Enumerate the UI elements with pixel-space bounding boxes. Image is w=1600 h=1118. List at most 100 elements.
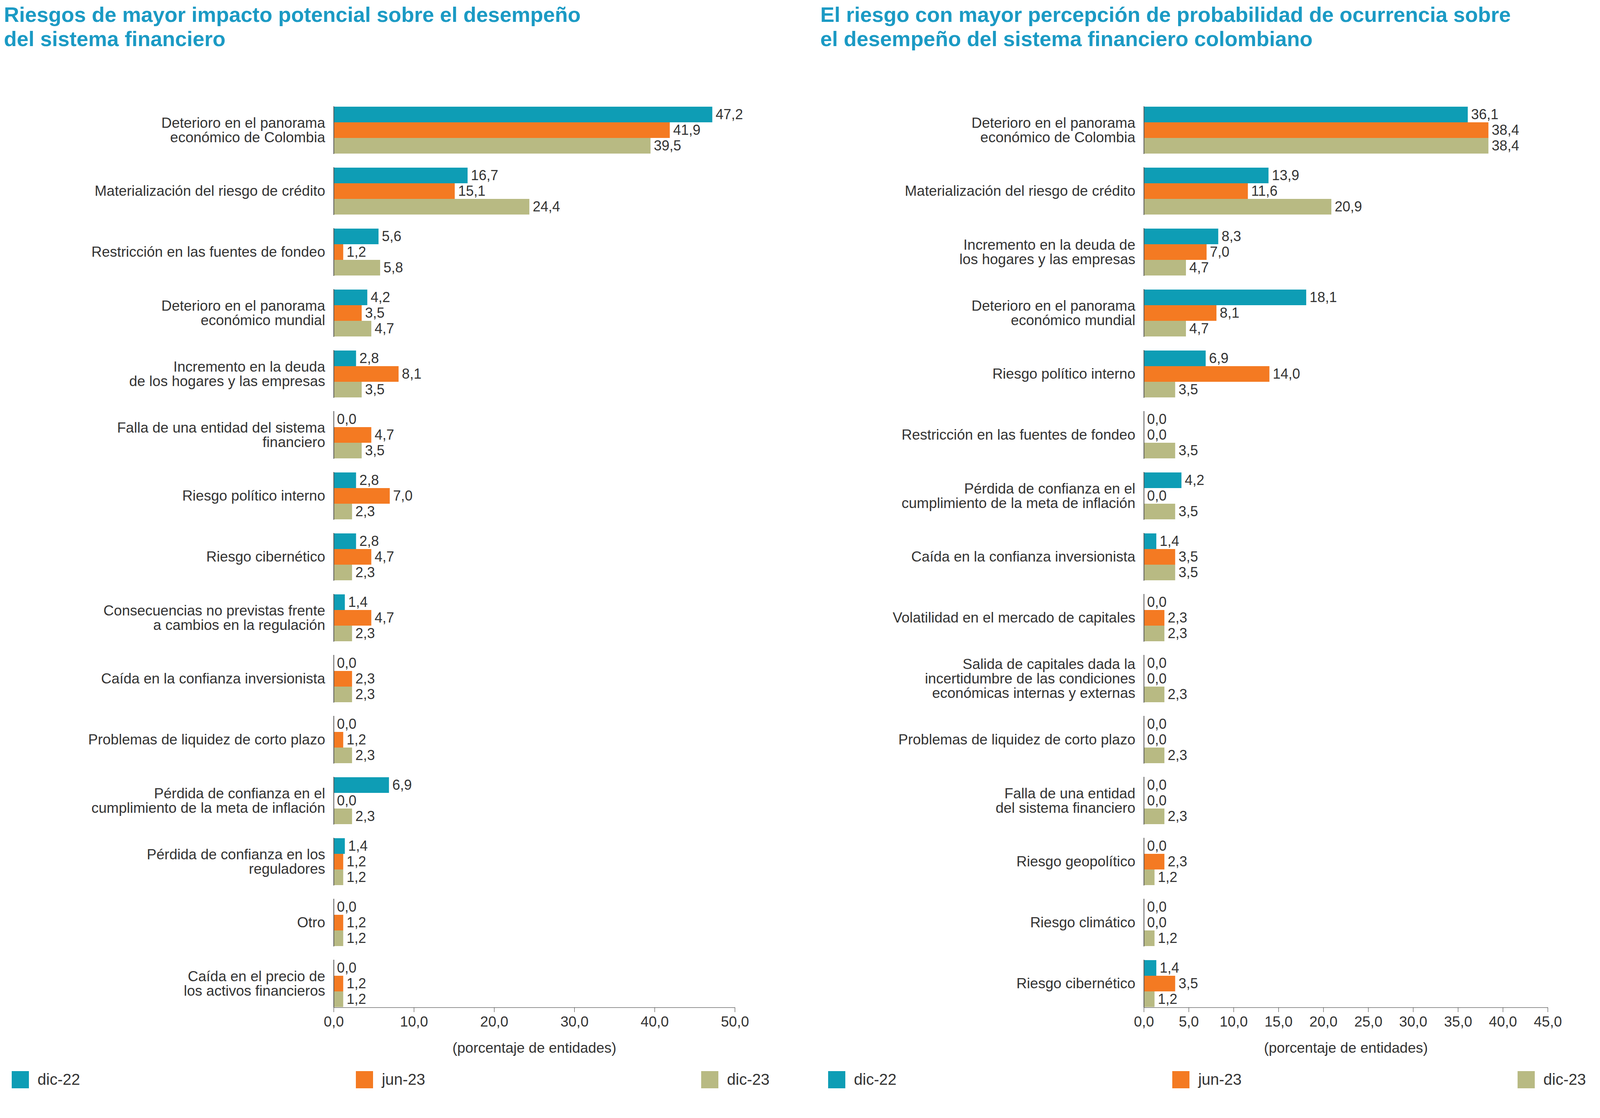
svg-text:24,4: 24,4 xyxy=(532,198,561,215)
svg-text:41,9: 41,9 xyxy=(673,121,701,138)
svg-text:5,6: 5,6 xyxy=(382,228,402,245)
svg-text:(porcentaje de entidades): (porcentaje de entidades) xyxy=(452,1039,617,1056)
svg-text:Restricción en las fuentes de: Restricción en las fuentes de fondeo xyxy=(91,243,326,260)
svg-text:38,4: 38,4 xyxy=(1491,137,1520,154)
svg-text:3,5: 3,5 xyxy=(1178,381,1199,398)
svg-text:16,7: 16,7 xyxy=(471,167,499,184)
svg-text:20,0: 20,0 xyxy=(1309,1013,1338,1030)
svg-text:Caída en la confianza inversio: Caída en la confianza inversionista xyxy=(101,670,326,687)
svg-text:Riesgo climático: Riesgo climático xyxy=(1030,914,1136,931)
svg-text:2,3: 2,3 xyxy=(355,625,375,642)
svg-text:2,3: 2,3 xyxy=(355,685,375,702)
svg-text:2,3: 2,3 xyxy=(355,670,375,687)
svg-text:0,0: 0,0 xyxy=(323,1013,344,1030)
svg-text:6,9: 6,9 xyxy=(1208,350,1229,367)
svg-text:3,5: 3,5 xyxy=(364,304,385,321)
svg-text:20,0: 20,0 xyxy=(480,1013,509,1030)
svg-text:4,7: 4,7 xyxy=(374,426,395,443)
svg-text:Otro: Otro xyxy=(297,914,326,931)
svg-text:1,4: 1,4 xyxy=(1159,532,1180,549)
svg-text:3,5: 3,5 xyxy=(364,442,385,459)
svg-text:Restricción en las fuentes de: Restricción en las fuentes de fondeo xyxy=(901,426,1136,443)
svg-text:Caída en la confianza inversio: Caída en la confianza inversionista xyxy=(911,548,1136,565)
svg-text:8,1: 8,1 xyxy=(401,365,422,382)
svg-text:Problemas de liquidez de corto: Problemas de liquidez de corto plazo xyxy=(88,731,326,748)
svg-text:Deterioro en el panoramaeconóm: Deterioro en el panoramaeconómico de Col… xyxy=(161,114,326,146)
svg-text:2,3: 2,3 xyxy=(1167,853,1188,870)
svg-text:3,5: 3,5 xyxy=(364,381,385,398)
svg-text:4,7: 4,7 xyxy=(1189,259,1209,276)
svg-text:Caída en el precio delos activ: Caída en el precio delos activos financi… xyxy=(183,967,326,999)
svg-text:Riesgo político interno: Riesgo político interno xyxy=(992,365,1136,382)
svg-text:0,0: 0,0 xyxy=(337,959,357,976)
svg-text:0,0: 0,0 xyxy=(1147,914,1167,931)
svg-text:2,3: 2,3 xyxy=(1167,807,1188,824)
svg-text:1,2: 1,2 xyxy=(1157,868,1178,885)
svg-text:4,7: 4,7 xyxy=(374,320,395,337)
svg-text:1,2: 1,2 xyxy=(346,853,367,870)
svg-text:1,2: 1,2 xyxy=(346,731,367,748)
svg-text:2,3: 2,3 xyxy=(1167,746,1188,763)
svg-text:0,0: 0,0 xyxy=(1147,776,1167,793)
svg-text:0,0: 0,0 xyxy=(1147,426,1167,443)
svg-text:50,0: 50,0 xyxy=(720,1013,749,1030)
svg-text:8,1: 8,1 xyxy=(1219,304,1240,321)
svg-text:Riesgo cibernético: Riesgo cibernético xyxy=(1016,975,1136,992)
svg-text:3,5: 3,5 xyxy=(1178,975,1199,992)
svg-text:25,0: 25,0 xyxy=(1354,1013,1383,1030)
svg-text:3,5: 3,5 xyxy=(1178,548,1199,565)
svg-text:(porcentaje de entidades): (porcentaje de entidades) xyxy=(1264,1039,1429,1056)
svg-text:2,8: 2,8 xyxy=(359,532,379,549)
svg-text:2,3: 2,3 xyxy=(1167,625,1188,642)
svg-text:1,2: 1,2 xyxy=(346,990,367,1007)
svg-text:2,3: 2,3 xyxy=(355,746,375,763)
svg-text:0,0: 0,0 xyxy=(1147,731,1167,748)
svg-text:2,3: 2,3 xyxy=(1167,609,1188,626)
svg-text:4,2: 4,2 xyxy=(1184,471,1205,488)
svg-text:2,3: 2,3 xyxy=(355,503,375,520)
svg-text:10,0: 10,0 xyxy=(1219,1013,1248,1030)
svg-text:Incremento en la deudade los h: Incremento en la deudade los hogares y l… xyxy=(129,358,326,390)
svg-text:Riesgo cibernético: Riesgo cibernético xyxy=(206,548,325,565)
svg-text:2,3: 2,3 xyxy=(355,807,375,824)
svg-text:2,8: 2,8 xyxy=(359,471,379,488)
svg-text:0,0: 0,0 xyxy=(337,654,357,671)
svg-text:14,0: 14,0 xyxy=(1272,365,1300,382)
svg-text:2,3: 2,3 xyxy=(1167,685,1188,702)
svg-text:5,8: 5,8 xyxy=(383,259,404,276)
svg-text:8,3: 8,3 xyxy=(1221,228,1242,245)
svg-text:Riesgo político interno: Riesgo político interno xyxy=(182,487,325,504)
svg-text:0,0: 0,0 xyxy=(1147,670,1167,687)
svg-text:5,0: 5,0 xyxy=(1178,1013,1199,1030)
svg-text:1,2: 1,2 xyxy=(346,868,367,885)
svg-text:30,0: 30,0 xyxy=(560,1013,589,1030)
svg-text:40,0: 40,0 xyxy=(640,1013,669,1030)
svg-text:Incremento en la deuda delos h: Incremento en la deuda delos hogares y l… xyxy=(959,236,1136,268)
svg-text:0,0: 0,0 xyxy=(1147,715,1167,732)
svg-text:1,4: 1,4 xyxy=(1159,959,1180,976)
svg-text:30,0: 30,0 xyxy=(1399,1013,1428,1030)
svg-text:40,0: 40,0 xyxy=(1489,1013,1518,1030)
svg-text:0,0: 0,0 xyxy=(337,898,357,915)
svg-text:Consecuencias no previstas fre: Consecuencias no previstas frentea cambi… xyxy=(103,602,326,633)
svg-text:Pérdida de confianza en losreg: Pérdida de confianza en losreguladores xyxy=(146,846,326,877)
svg-text:3,5: 3,5 xyxy=(1178,503,1199,520)
svg-text:1,2: 1,2 xyxy=(1157,990,1178,1007)
svg-text:0,0: 0,0 xyxy=(337,715,357,732)
svg-text:2,3: 2,3 xyxy=(355,564,375,581)
svg-text:38,4: 38,4 xyxy=(1491,121,1520,138)
svg-text:13,9: 13,9 xyxy=(1271,167,1300,184)
svg-text:7,0: 7,0 xyxy=(392,487,413,504)
svg-text:7,0: 7,0 xyxy=(1209,243,1230,260)
svg-text:35,0: 35,0 xyxy=(1444,1013,1473,1030)
svg-text:4,7: 4,7 xyxy=(374,609,395,626)
svg-text:Falla de una entidaddel sistem: Falla de una entidaddel sistema financie… xyxy=(995,785,1136,816)
svg-text:18,1: 18,1 xyxy=(1309,289,1337,306)
svg-text:0,0: 0,0 xyxy=(337,792,357,809)
svg-text:Materialización del riesgo de: Materialización del riesgo de crédito xyxy=(904,182,1136,199)
svg-text:3,5: 3,5 xyxy=(1178,442,1199,459)
svg-text:3,5: 3,5 xyxy=(1178,564,1199,581)
svg-text:1,2: 1,2 xyxy=(1157,929,1178,946)
svg-text:Salida de capitales dada lainc: Salida de capitales dada laincertidumbre… xyxy=(925,655,1136,701)
svg-text:1,2: 1,2 xyxy=(346,975,367,992)
